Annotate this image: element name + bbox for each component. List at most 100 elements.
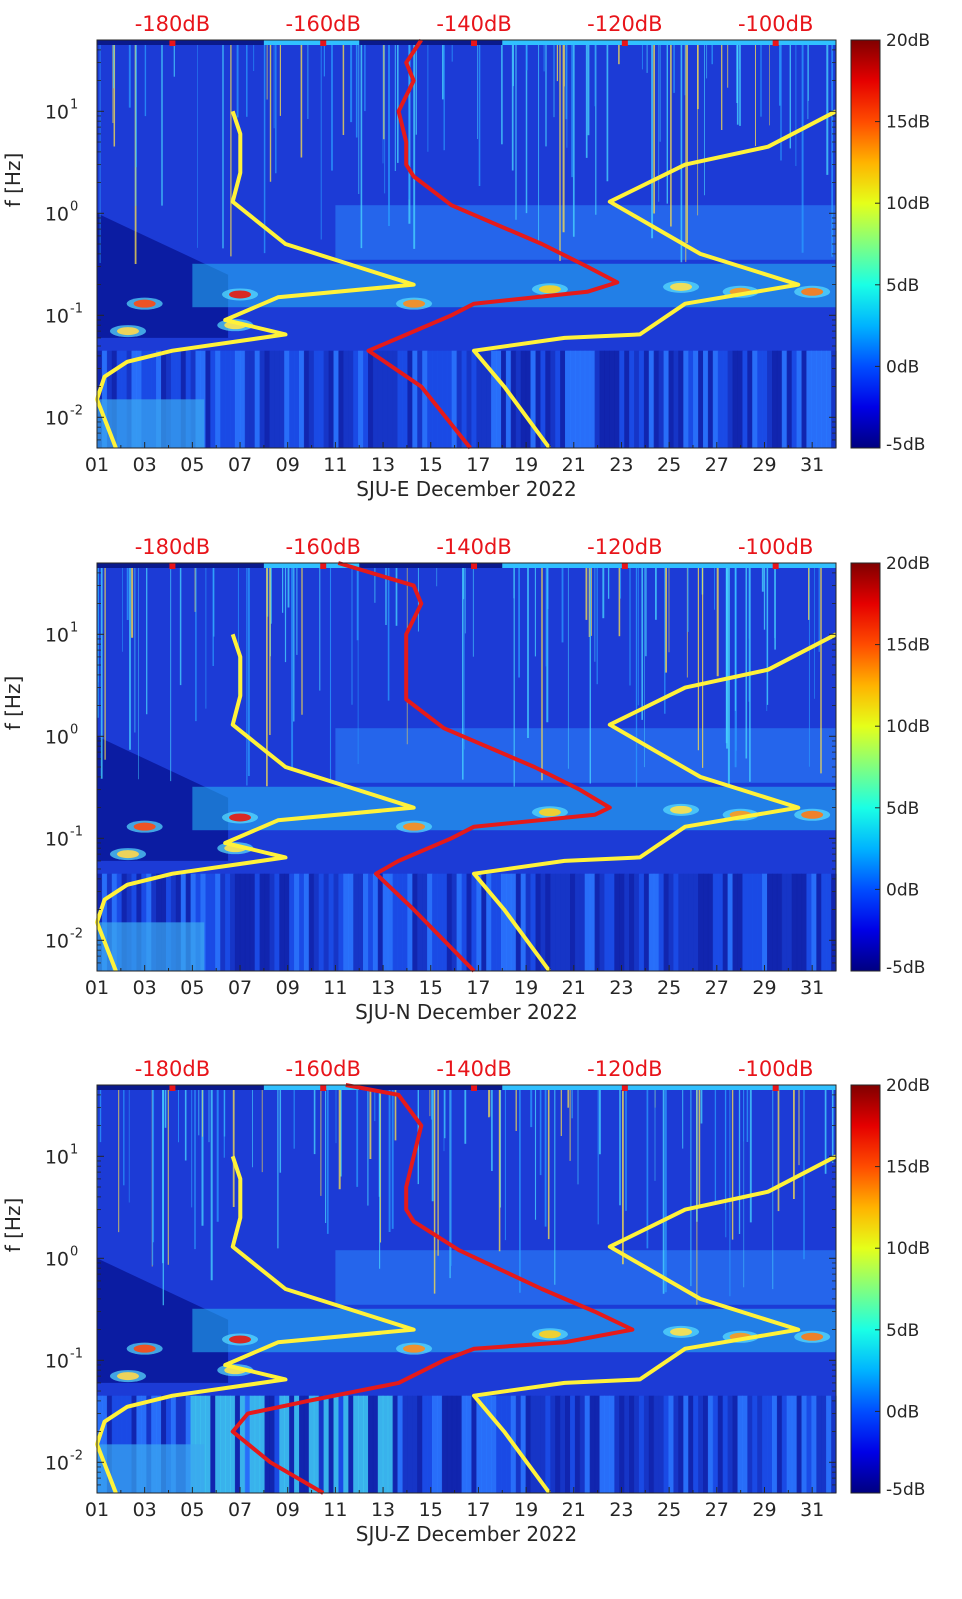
top-axis-label: -180dB [135, 12, 210, 36]
x-tick-label: 17 [466, 454, 490, 476]
top-tick-marker [471, 1085, 478, 1091]
series-line-median [366, 38, 620, 450]
spectrogram [97, 563, 837, 971]
series-line-nlnm [95, 1155, 416, 1494]
x-tick-label: 13 [371, 977, 395, 999]
y-tick-exponent: 1 [70, 1142, 78, 1157]
top-axis-label: -160dB [286, 1057, 361, 1081]
colorbar-tick-label: 0dB [886, 880, 919, 900]
colorbar-tick-label: 15dB [886, 1158, 930, 1178]
x-tick-label: 25 [657, 454, 681, 476]
x-tick-label: 31 [800, 454, 824, 476]
x-tick-label: 17 [466, 1499, 490, 1521]
x-tick-label: 11 [323, 977, 347, 999]
colorbar-tick-label: -5dB [886, 958, 925, 978]
x-axis-label: SJU-N December 2022 [355, 1000, 578, 1024]
colorbar-tick-label: 20dB [886, 554, 930, 574]
x-tick-label: 07 [228, 1499, 252, 1521]
x-tick-label: 01 [85, 454, 109, 476]
y-tick-exponent: -1 [70, 824, 83, 839]
x-tick-label: 01 [85, 977, 109, 999]
colorbar-tick-label: 10dB [886, 194, 930, 214]
y-tick-exponent: 1 [70, 97, 78, 112]
x-tick-label: 09 [276, 1499, 300, 1521]
y-axis-label: f [Hz] [1, 153, 25, 208]
colorbar-tick-label: 10dB [886, 717, 930, 737]
top-axis-label: -120dB [587, 12, 662, 36]
colorbar-tick-label: 5dB [886, 276, 919, 296]
y-tick-exponent: 0 [70, 1244, 78, 1259]
x-tick-label: 31 [800, 1499, 824, 1521]
top-axis-label: -120dB [587, 535, 662, 559]
x-tick-label: 11 [323, 454, 347, 476]
top-axis-label: -140dB [436, 1057, 511, 1081]
colorbar-tick-label: 15dB [886, 113, 930, 133]
colorbar: 20dB 15dB 10dB 5dB 0dB -5dB [850, 554, 930, 978]
y-tick-label: 10 [45, 305, 69, 327]
y-axis-label: f [Hz] [1, 676, 25, 731]
top-axis-label: -120dB [587, 1057, 662, 1081]
x-tick-label: 27 [705, 454, 729, 476]
top-axis-label: -160dB [286, 12, 361, 36]
x-tick-label: 31 [800, 977, 824, 999]
top-axis-label: -140dB [436, 535, 511, 559]
colorbar-tick-label: 5dB [886, 799, 919, 819]
x-tick-label: 21 [562, 454, 586, 476]
colorbar-tick-label: 0dB [886, 357, 919, 377]
x-tick-label: 27 [705, 977, 729, 999]
colorbar-tick-label: 20dB [886, 1076, 930, 1096]
y-tick-exponent: 1 [70, 620, 78, 635]
x-tick-label: 07 [228, 977, 252, 999]
colorbar-tick-label: 20dB [886, 31, 930, 51]
top-tick-marker [772, 40, 779, 46]
x-tick-label: 29 [752, 977, 776, 999]
top-tick-marker [169, 1085, 176, 1091]
x-tick-label: 03 [133, 1499, 157, 1521]
y-tick-exponent: -2 [70, 926, 83, 941]
spectrogram [97, 40, 837, 448]
y-tick-label: 10 [45, 726, 69, 748]
top-axis-label: -180dB [135, 1057, 210, 1081]
y-tick-exponent: 0 [70, 722, 78, 737]
x-tick-label: 11 [323, 1499, 347, 1521]
x-tick-label: 27 [705, 1499, 729, 1521]
top-tick-marker [169, 40, 176, 46]
series-line-nhnm [472, 109, 837, 450]
y-tick-label: 10 [45, 1452, 69, 1474]
y-tick-label: 10 [45, 1350, 69, 1372]
x-tick-label: 15 [419, 1499, 443, 1521]
x-tick-label: 03 [133, 977, 157, 999]
spectrogram [96, 1085, 837, 1493]
colorbar-tick-label: 5dB [886, 1321, 919, 1341]
top-axis-label: -100dB [738, 535, 813, 559]
series-line-nhnm [472, 1154, 837, 1495]
y-tick-label: 10 [45, 1146, 69, 1168]
top-tick-marker [621, 1085, 628, 1091]
x-tick-label: 19 [514, 977, 538, 999]
x-tick-label: 23 [609, 977, 633, 999]
x-tick-label: 13 [371, 1499, 395, 1521]
x-tick-label: 09 [276, 454, 300, 476]
y-axis-label: f [Hz] [1, 1198, 25, 1253]
x-tick-label: 19 [514, 1499, 538, 1521]
x-tick-label: 13 [371, 454, 395, 476]
x-tick-label: 21 [562, 977, 586, 999]
colorbar: 20dB 15dB 10dB 5dB 0dB -5dB [850, 1076, 930, 1500]
x-tick-label: 07 [228, 454, 252, 476]
top-tick-marker [320, 563, 327, 569]
colorbar-tick-label: -5dB [886, 1480, 925, 1500]
x-tick-label: 25 [657, 1499, 681, 1521]
x-tick-label: 05 [180, 977, 204, 999]
x-tick-label: 17 [466, 977, 490, 999]
y-tick-label: 10 [45, 930, 69, 952]
top-axis-label: -160dB [286, 535, 361, 559]
y-tick-exponent: 0 [70, 199, 78, 214]
series-line-median [337, 561, 612, 973]
top-tick-marker [471, 40, 478, 46]
top-tick-marker [772, 1085, 779, 1091]
top-tick-marker [621, 563, 628, 569]
y-tick-exponent: -1 [70, 301, 83, 316]
